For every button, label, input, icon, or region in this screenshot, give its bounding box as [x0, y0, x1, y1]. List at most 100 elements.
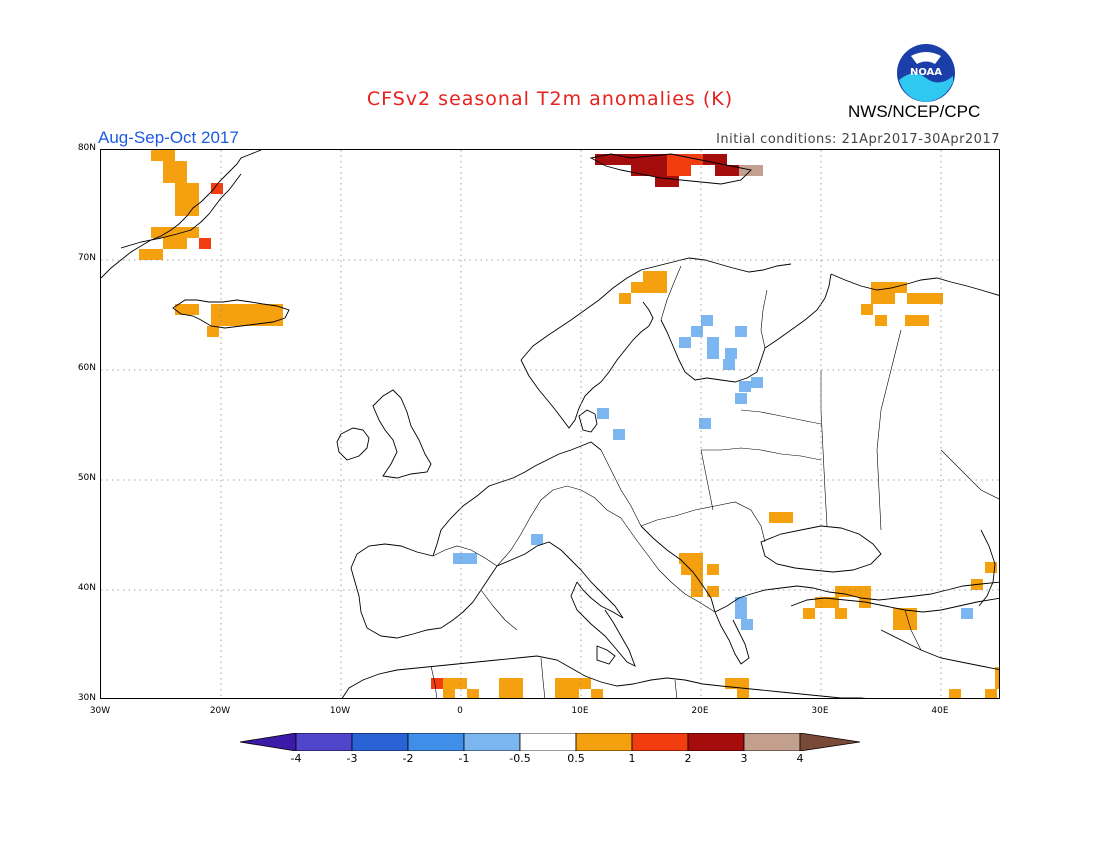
warm-anomaly-cell [995, 678, 999, 689]
colorbar-tick-label: 3 [740, 752, 748, 765]
warm-anomaly-cell [905, 315, 917, 326]
warm-anomaly-cell [175, 161, 187, 172]
warm-anomaly-cell [187, 205, 199, 216]
coastlines [101, 150, 999, 698]
cold-anomaly-cell [725, 348, 737, 359]
colorbar-tick-label: -2 [402, 752, 414, 765]
warm-anomaly-cell [679, 154, 691, 165]
warm-anomaly-cell [667, 176, 679, 187]
warm-anomaly-cell [175, 238, 187, 249]
warm-anomaly-cell [247, 315, 259, 326]
warm-anomaly-cell [905, 608, 917, 619]
warm-anomaly-cell [595, 154, 607, 165]
lon-tick-label: 10W [329, 706, 351, 716]
cold-anomaly-cell [691, 326, 703, 337]
warm-anomaly-cell [703, 154, 715, 165]
warm-anomaly-cell [631, 165, 643, 176]
colorbar-tick-label: 4 [796, 752, 804, 765]
cold-anomaly-cell [707, 337, 719, 348]
warm-anomaly-cell [187, 183, 199, 194]
warm-anomaly-cell [691, 575, 703, 586]
lon-tick-label: 30E [811, 706, 829, 716]
warm-anomaly-cell [139, 249, 151, 260]
cold-anomaly-cell [735, 326, 747, 337]
warm-anomaly-cell [655, 165, 667, 176]
warm-anomaly-cell [995, 667, 999, 678]
warm-anomaly-cell [431, 678, 443, 689]
cold-anomaly-cell [735, 597, 747, 608]
warm-anomaly-cell [631, 154, 643, 165]
warm-anomaly-cell [691, 553, 703, 564]
warm-anomaly-cell [931, 293, 943, 304]
warm-anomaly-cell [151, 249, 163, 260]
warm-anomaly-cell [949, 689, 961, 698]
colorbar-arrow-low [239, 732, 297, 752]
warm-anomaly-cell [917, 315, 929, 326]
warm-anomaly-cell [681, 564, 693, 575]
colorbar-tick-label: 1 [628, 752, 636, 765]
lat-tick-label: 80N [77, 143, 96, 153]
colorbar-tick-label: 0.5 [567, 752, 585, 765]
warm-anomaly-cell [175, 304, 187, 315]
colorbar [239, 732, 861, 755]
warm-anomaly-cell [511, 689, 523, 698]
warm-anomaly-cell [443, 689, 455, 698]
lat-tick-label: 50N [77, 473, 96, 483]
cold-anomaly-cell [453, 553, 465, 564]
warm-anomaly-cell [211, 304, 223, 315]
warm-anomaly-cell [175, 172, 187, 183]
colorbar-tick-label: -1 [458, 752, 470, 765]
warm-anomaly-cell [163, 150, 175, 161]
warm-anomaly-cell [893, 608, 905, 619]
colorbar-arrow-high [799, 732, 861, 752]
lat-tick-label: 60N [77, 363, 96, 373]
warm-anomaly-cell [175, 205, 187, 216]
anomaly-map [100, 149, 1000, 699]
cold-anomaly-cell [723, 359, 735, 370]
warm-anomaly-cell [259, 304, 271, 315]
warm-anomaly-cell [919, 293, 931, 304]
warm-anomaly-cell [769, 512, 781, 523]
cold-anomaly-cell [961, 608, 973, 619]
warm-anomaly-cell [715, 154, 727, 165]
noaa-logo: NOAA [895, 42, 957, 104]
lon-tick-label: 0 [457, 706, 463, 716]
warm-anomaly-cell [163, 161, 175, 172]
colorbar-segment [631, 732, 689, 752]
warm-anomaly-cell [905, 619, 917, 630]
lon-tick-label: 20W [209, 706, 231, 716]
warm-anomaly-cell [655, 176, 667, 187]
warm-anomaly-cell [667, 154, 679, 165]
warm-anomaly-cell [871, 293, 883, 304]
warm-anomaly-cell [555, 689, 567, 698]
warm-anomaly-cell [895, 282, 907, 293]
warm-anomaly-cell [619, 154, 631, 165]
warm-anomaly-cell [751, 165, 763, 176]
warm-anomaly-cell [207, 326, 219, 337]
warm-anomaly-cell [163, 227, 175, 238]
warm-anomaly-cell [187, 304, 199, 315]
cold-anomaly-cell [465, 553, 477, 564]
warm-anomaly-cell [223, 304, 235, 315]
warm-anomaly-cell [835, 586, 847, 597]
cold-anomaly-cell [597, 408, 609, 419]
anomaly-cells [139, 150, 999, 698]
lon-tick-label: 40E [931, 706, 949, 716]
warm-anomaly-cell [847, 586, 859, 597]
warm-anomaly-cell [875, 315, 887, 326]
warm-anomaly-cell [859, 597, 871, 608]
warm-anomaly-cell [883, 282, 895, 293]
warm-anomaly-cell [883, 293, 895, 304]
warm-anomaly-cell [893, 619, 905, 630]
lat-tick-label: 70N [77, 253, 96, 263]
warm-anomaly-cell [211, 315, 223, 326]
colorbar-segment [463, 732, 521, 752]
cold-anomaly-cell [531, 534, 543, 545]
warm-anomaly-cell [691, 586, 703, 597]
colorbar-tick-label: 2 [684, 752, 692, 765]
warm-anomaly-cell [835, 608, 847, 619]
warm-anomaly-cell [443, 678, 455, 689]
colorbar-segment [351, 732, 409, 752]
agency-label: NWS/NCEP/CPC [848, 102, 981, 121]
warm-anomaly-cell [985, 562, 997, 573]
